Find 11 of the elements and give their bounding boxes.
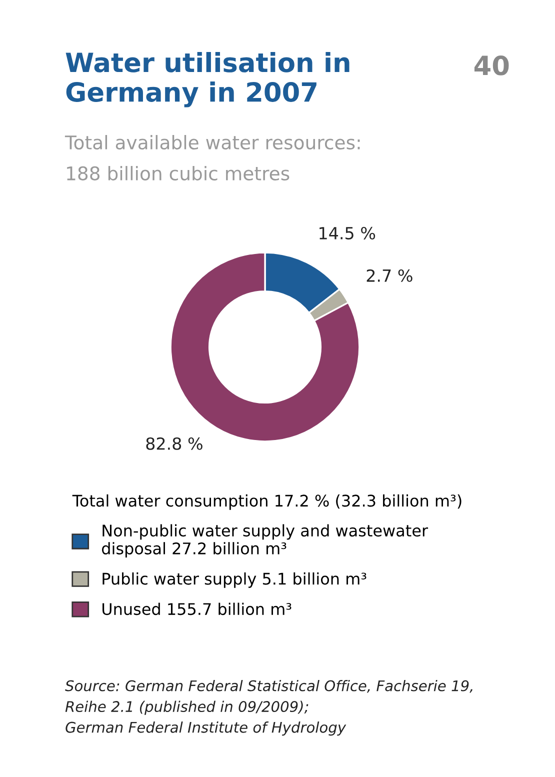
data-label: 14.5 %: [320, 226, 376, 240]
data-label: 2.7 %: [366, 269, 412, 282]
legend-label: Unused 155.7 billion m³: [102, 602, 292, 616]
legend-title: Total water consumption 17.2 % (32.3 billion m³): [72, 494, 462, 510]
text: 40: [474, 55, 509, 76]
legend-label: Public water supply 5.1 billion m³: [102, 572, 366, 588]
chart-subtitle: Total available water resources: 188 billion cubic metres: [64, 135, 360, 180]
source-note: Source: German Federal Statistical Office, Fachserie 19, Reihe 2.1 (published in 09/2009); German Federal Institute of Hydrology: [65, 680, 472, 736]
legend-label: Non-public water supply and wastewater disposal 27.2 billion m³: [102, 524, 428, 558]
chart-title: Water utilisation in Germany in 2007: [66, 52, 350, 108]
data-label: 82.8 %: [146, 437, 202, 450]
